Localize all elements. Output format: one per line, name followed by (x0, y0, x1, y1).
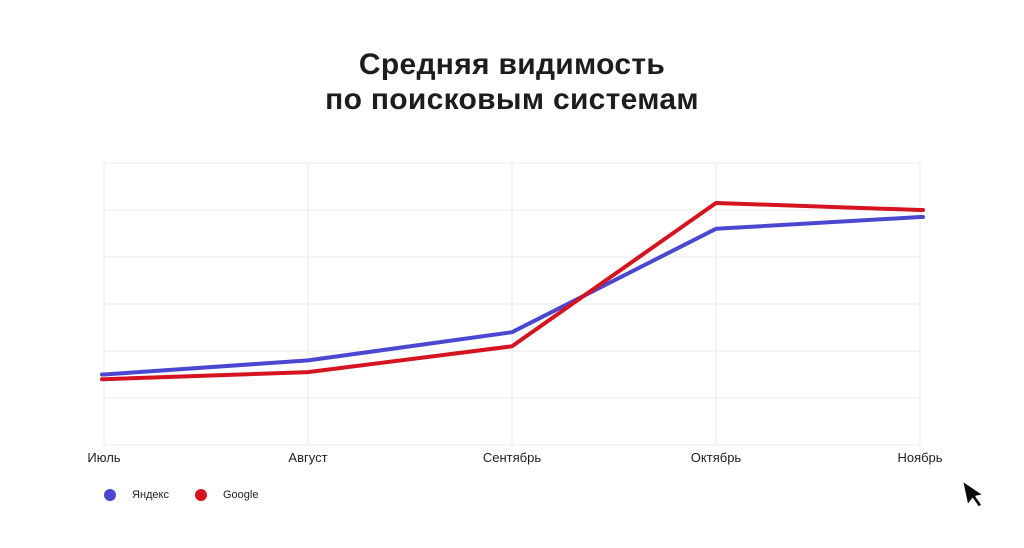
legend: Яндекс Google (104, 489, 258, 501)
legend-item-google: Google (195, 489, 258, 501)
legend-label-yandex: Яндекс (132, 489, 169, 501)
legend-item-yandex: Яндекс (104, 489, 169, 501)
legend-label-google: Google (223, 489, 259, 501)
x-axis-label: Август (288, 450, 328, 465)
x-axis-label: Ноябрь (897, 450, 943, 465)
yandex-legend-dot (104, 489, 116, 501)
line-chart-svg (100, 162, 925, 446)
x-axis-label: Сентябрь (482, 450, 542, 465)
mouse-cursor-icon (961, 479, 985, 509)
x-axis-label: Июль (87, 450, 121, 465)
chart-title: Средняя видимость по поисковым системам (325, 48, 699, 116)
google-legend-dot (195, 489, 207, 501)
x-axis-label: Октябрь (690, 450, 742, 465)
